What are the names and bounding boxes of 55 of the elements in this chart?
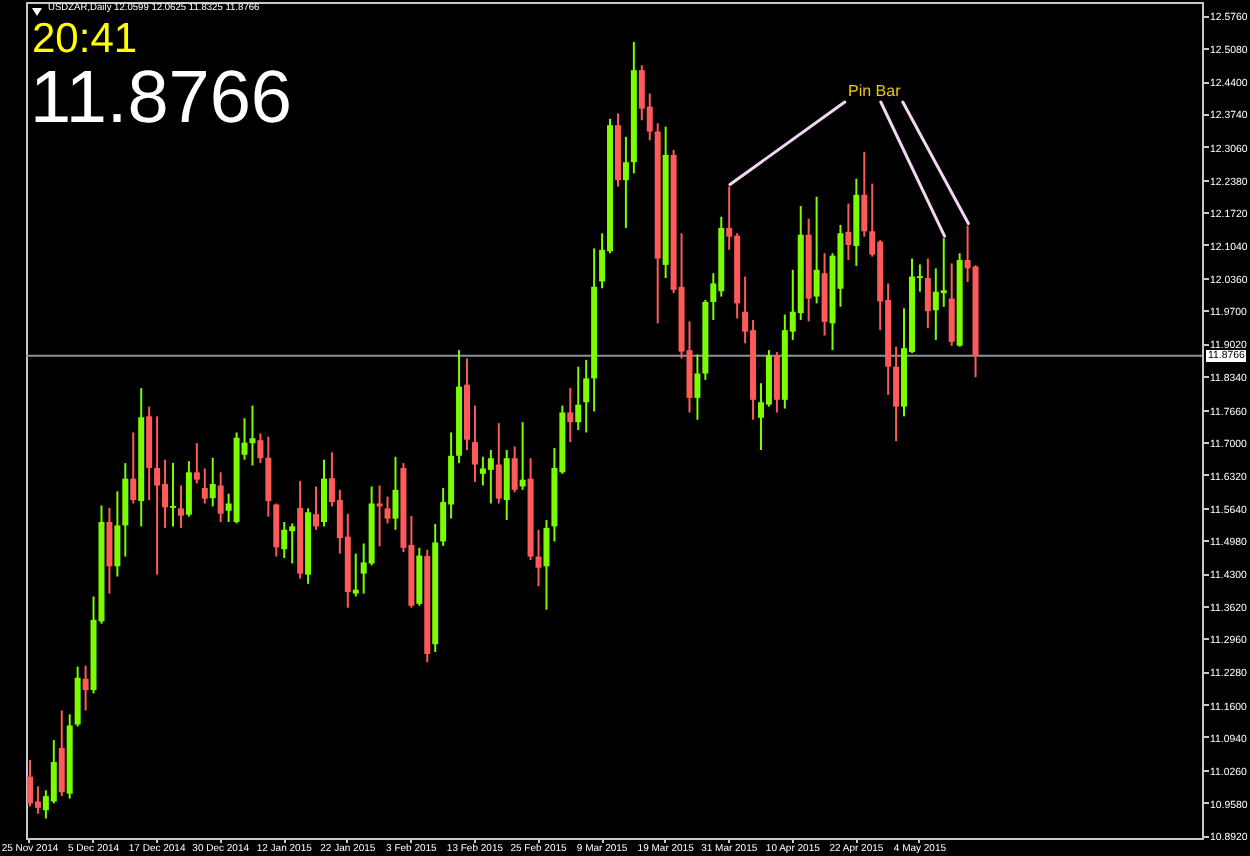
candlestick	[471, 404, 478, 484]
candlestick	[273, 502, 280, 558]
candlestick	[26, 759, 33, 808]
candlestick	[193, 442, 200, 485]
candlestick	[893, 345, 900, 443]
candlestick	[940, 237, 947, 308]
candlestick	[503, 448, 510, 522]
candlestick	[575, 365, 582, 431]
candlestick	[114, 490, 121, 578]
candlestick	[106, 506, 113, 595]
candlestick	[313, 485, 320, 531]
candlestick	[535, 528, 542, 588]
candlestick	[257, 432, 264, 465]
candlestick	[289, 522, 296, 565]
candlestick	[924, 257, 931, 330]
candlestick	[694, 353, 701, 421]
candlestick	[861, 150, 868, 238]
candlestick	[162, 458, 169, 529]
candlestick	[265, 435, 272, 518]
candlestick	[495, 422, 502, 505]
candlestick	[281, 521, 288, 560]
candlestick	[74, 665, 81, 728]
candlestick	[352, 552, 359, 598]
candlestick	[320, 458, 327, 528]
candlestick	[948, 262, 955, 347]
candlestick	[813, 195, 820, 305]
candlestick	[50, 739, 57, 805]
candlestick	[567, 387, 574, 444]
annotation: Pin Bar	[848, 82, 901, 100]
candlestick	[543, 519, 550, 611]
candlestick	[511, 445, 518, 494]
candlestick	[170, 462, 176, 528]
candlestick	[82, 664, 89, 712]
candlestick	[177, 484, 184, 529]
candlestick	[622, 135, 629, 229]
candlestick	[130, 431, 137, 505]
candlestick	[185, 460, 192, 518]
candlestick	[845, 202, 852, 262]
candlestick	[392, 455, 399, 531]
candlestick	[773, 351, 780, 414]
candlestick	[487, 448, 494, 505]
candlestick	[217, 471, 224, 523]
candlestick	[479, 455, 486, 487]
candlestick	[583, 358, 590, 434]
candlestick	[249, 404, 256, 467]
candlestick	[209, 456, 216, 508]
candlestick	[201, 467, 208, 505]
candlestick	[154, 415, 161, 576]
candlestick	[34, 785, 41, 815]
annotation: 20:41	[32, 16, 138, 62]
candlestick	[122, 462, 129, 558]
candlestick	[932, 267, 939, 341]
candlestick	[384, 495, 391, 525]
candlestick	[58, 709, 65, 798]
annotation: 11.8766	[30, 56, 292, 138]
